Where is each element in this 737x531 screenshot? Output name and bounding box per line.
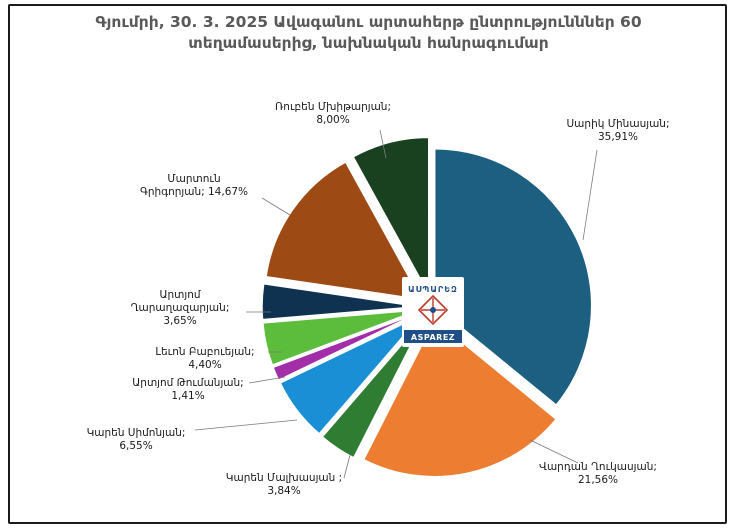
slice-label-4-line-2: 6,55% [119,440,152,452]
slice-label-5-line-2: 1,41% [171,390,204,402]
leader-line-8 [261,197,291,216]
slice-label-8-line-1: Մարտուն [167,173,220,185]
slice-label-1-line-1: Սարիկ Մինասյան; [567,118,670,130]
logo-bottom-text: ASPAREZ [411,333,455,342]
pie-slice-6 [262,309,420,367]
asparez-logo: ԱՍՊԱՐԵԶ ASPAREZ [402,277,464,347]
slice-label-8-line-2: Գրիգորյան; 14,67% [140,186,248,198]
chart-title-line-2: տեղամասերից, նախնական հանրագումար [188,34,549,52]
pie-slice-7 [261,282,420,321]
slice-label-7-line-1: Արտյոմ [159,289,200,301]
slice-label-9-line-1: Ռուբեն Մխիթարյան; [275,101,391,113]
slice-label-9-line-2: 8,00% [316,114,349,126]
slice-label-2-line-1: Վարդան Ղուկասյան; [539,461,657,473]
leader-line-2 [529,439,579,464]
pie-slice-4 [279,314,423,435]
slice-label-2-line-2: 21,56% [578,474,618,486]
pie-slice-8 [265,160,423,301]
leader-line-3 [343,454,351,479]
slice-label-6-line-1: Լեւոն Բաբուեյան; [155,346,254,358]
logo-emblem-icon [417,294,449,326]
pie-slice-2 [362,318,558,478]
slice-label-4-line-1: Կարեն Սիմոնյան; [87,427,186,439]
leader-line-4 [194,419,298,431]
pie-slice-5 [272,311,421,382]
logo-banner [404,330,462,343]
pie-slice-3 [321,317,426,459]
slice-label-5-line-1: Արտյոմ Թումանյան; [132,377,243,389]
chart-title-line-1: Գյումրի, 30. 3. 2025 Ավագանու արտահերթ ը… [95,13,642,31]
slice-label-7-line-2: Ղարաղազարյան; [131,302,230,314]
slice-label-3-line-2: 3,84% [267,485,300,497]
leader-line-5 [248,376,286,384]
slice-label-6-line-2: 4,40% [188,359,221,371]
chart-title: Գյումրի, 30. 3. 2025 Ավագանու արտահերթ ը… [40,12,697,54]
leader-line-9 [379,129,387,159]
pie-slice-9 [352,136,430,295]
slice-label-1-line-2: 35,91% [598,131,638,143]
pie-slice-1 [433,147,593,407]
leader-line-1 [582,149,598,241]
slice-label-7-line-3: 3,65% [163,315,196,327]
slice-label-3-line-1: Կարեն Մալխասյան ; [226,472,342,484]
logo-top-text: ԱՍՊԱՐԵԶ [408,285,458,294]
